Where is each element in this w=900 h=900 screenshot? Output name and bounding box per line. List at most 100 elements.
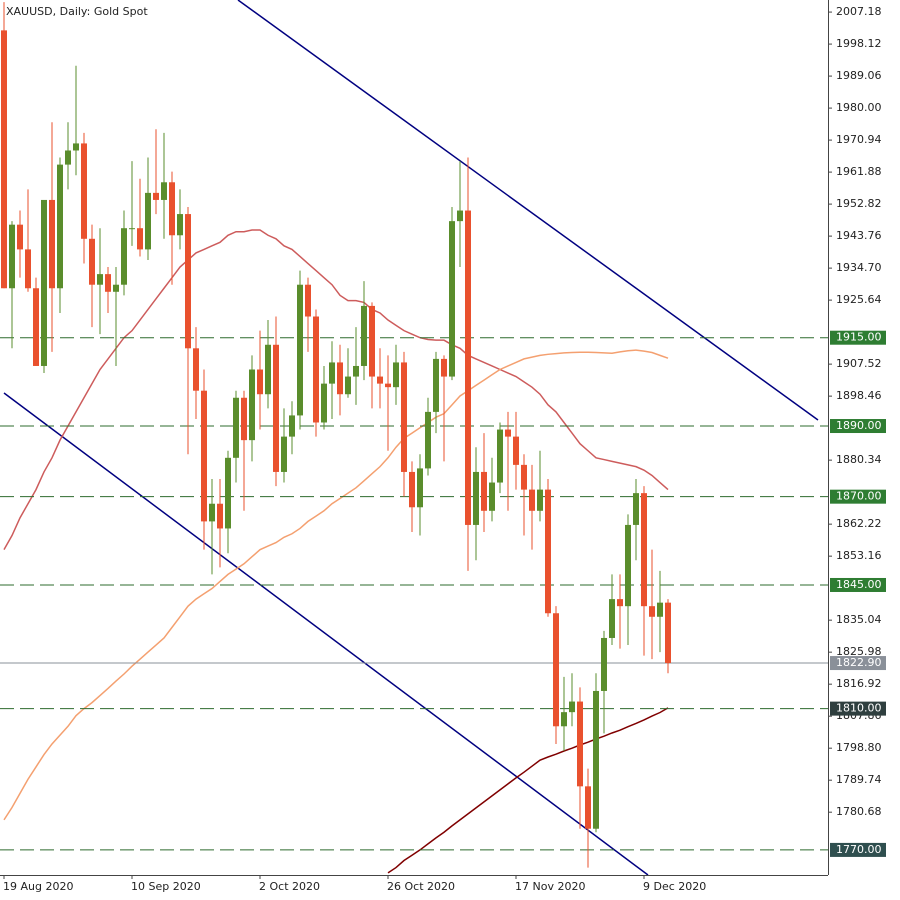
candle-body: [9, 224, 15, 289]
y-tick-label: 1998.12: [836, 37, 882, 50]
candle-body: [185, 214, 191, 349]
candle-body: [225, 457, 231, 529]
candle-body: [273, 344, 279, 472]
candle-body: [537, 489, 543, 511]
candle-body: [177, 214, 183, 236]
candle-body: [313, 316, 319, 423]
y-tick-label: 1943.76: [836, 229, 882, 242]
candle-body: [17, 224, 23, 250]
chart-title: XAUUSD, Daily: Gold Spot: [6, 5, 148, 18]
level-label: 1810.00: [836, 702, 882, 715]
candle-body: [609, 599, 615, 638]
candle-body: [49, 199, 55, 289]
candle-body: [361, 305, 367, 366]
candle-body: [409, 471, 415, 508]
candle-body: [297, 284, 303, 416]
x-tick-label: 10 Sep 2020: [131, 880, 201, 893]
candle-body: [585, 786, 591, 829]
candle-body: [617, 599, 623, 607]
level-label-box: [830, 842, 886, 857]
candle-body: [401, 362, 407, 472]
candle-body: [41, 199, 47, 366]
x-tick-label: 19 Aug 2020: [3, 880, 73, 893]
candle-body: [169, 182, 175, 236]
candle-body: [497, 429, 503, 483]
candle-body: [113, 284, 119, 292]
y-tick-label: 1880.34: [836, 453, 882, 466]
candle-body: [65, 150, 71, 165]
candle-body: [601, 637, 607, 691]
candle-body: [137, 228, 143, 250]
candle-body: [553, 613, 559, 727]
y-tick-label: 1789.74: [836, 773, 882, 786]
candle-body: [641, 493, 647, 607]
candle-body: [209, 503, 215, 522]
axes: [0, 0, 832, 879]
candle-body: [81, 143, 87, 239]
candle-body: [305, 284, 311, 317]
y-tick-label: 2007.18: [836, 5, 882, 18]
candle-body: [649, 606, 655, 617]
candle-body: [129, 228, 135, 230]
y-tick-label: 1961.88: [836, 165, 882, 178]
candle-body: [265, 344, 271, 395]
candle-body: [105, 274, 111, 292]
moving-average: [3, 349, 669, 821]
level-label: 1870.00: [836, 490, 882, 503]
y-tick-label: 1835.04: [836, 613, 882, 626]
candle-body: [57, 164, 63, 289]
level-label: 1770.00: [836, 843, 882, 856]
y-tick-label: 1980.00: [836, 101, 882, 114]
y-tick-label: 1825.98: [836, 645, 882, 658]
candle-body: [353, 365, 359, 377]
y-tick-label: 1934.70: [836, 261, 882, 274]
level-label-box: [830, 419, 886, 434]
candle-body: [145, 192, 151, 250]
y-tick-label: 1798.80: [836, 741, 882, 754]
y-tick-label: 1862.22: [836, 517, 882, 530]
candle-body: [73, 143, 79, 151]
candle-body: [489, 482, 495, 511]
y-tick-label: 1907.52: [836, 357, 882, 370]
candle-body: [385, 383, 391, 388]
level-label-box: [830, 330, 886, 345]
y-tick-label: 1970.94: [836, 133, 882, 146]
x-tick-label: 17 Nov 2020: [515, 880, 585, 893]
candle-body: [89, 238, 95, 285]
candle-body: [241, 397, 247, 441]
candle-body: [545, 489, 551, 614]
candle-body: [257, 369, 263, 395]
candle-body: [465, 210, 471, 525]
candle-body: [521, 464, 527, 490]
x-tick-label: 9 Dec 2020: [643, 880, 706, 893]
y-tick-label: 1989.06: [836, 69, 882, 82]
level-label-box: [830, 577, 886, 592]
candle-body: [121, 228, 127, 285]
candle-body: [1, 30, 7, 289]
candle-body: [369, 305, 375, 377]
level-label: 1915.00: [836, 331, 882, 344]
candle-body: [193, 348, 199, 391]
trend-line: [3, 392, 649, 875]
level-label: 1890.00: [836, 419, 882, 432]
current-price-label: 1822.90: [836, 656, 882, 669]
candle-body: [201, 390, 207, 522]
y-tick-label: 1816.92: [836, 677, 882, 690]
candle-body: [289, 415, 295, 437]
candle-body: [665, 602, 671, 664]
candle-body: [153, 192, 159, 200]
candle-body: [625, 524, 631, 607]
candle-body: [577, 701, 583, 787]
candle-body: [329, 362, 335, 384]
candle-body: [161, 182, 167, 200]
trend-line: [237, 0, 819, 421]
candle-body: [321, 383, 327, 423]
candle-body: [33, 288, 39, 366]
level-label: 1845.00: [836, 578, 882, 591]
x-tick-label: 26 Oct 2020: [387, 880, 455, 893]
candle-body: [281, 436, 287, 472]
candle-body: [457, 210, 463, 222]
candle-body: [233, 397, 239, 458]
candle-body: [393, 362, 399, 388]
